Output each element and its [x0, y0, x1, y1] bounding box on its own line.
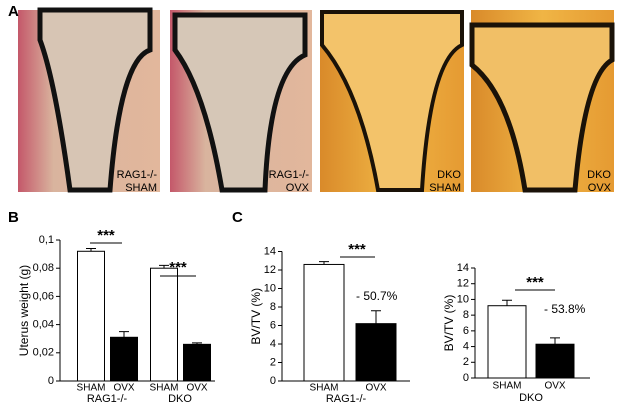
y-tick-label: 4 [270, 338, 276, 350]
annotation: - 50.7% [356, 289, 398, 303]
x-tick-label: SHAM [150, 383, 179, 394]
bar [183, 343, 211, 382]
bar [110, 336, 138, 382]
group-label: RAG1-/- [326, 393, 367, 405]
y-tick-label: 8 [463, 309, 469, 321]
panel-label: B [8, 209, 19, 226]
y-tick-label: 12 [457, 278, 469, 290]
x-tick-label: OVX [365, 383, 386, 394]
image-label: OVX [588, 182, 612, 194]
panel-label: A [8, 3, 19, 20]
x-tick-label: OVX [186, 383, 207, 394]
error-bar [371, 310, 381, 324]
bar [487, 305, 527, 379]
micrographs [18, 7, 615, 193]
significance: *** [169, 259, 187, 276]
bar [150, 267, 178, 382]
bone-shape [320, 10, 464, 192]
error-bar [550, 337, 560, 345]
group-label: DKO [519, 392, 543, 404]
bar [355, 323, 397, 382]
x-tick-label: OVX [544, 381, 565, 392]
bone-shape [469, 22, 615, 193]
y-tick-label: 2 [463, 356, 469, 368]
y-tick-label: 8 [270, 301, 276, 313]
y-tick-label: 6 [463, 325, 469, 337]
y-tick-label: 4 [463, 340, 469, 352]
y-tick-label: 0,02 [33, 347, 54, 359]
error-bar [502, 299, 512, 306]
image-label: RAG1-/- [117, 169, 158, 181]
image-label: SHAM [429, 182, 461, 194]
y-tick-label: 10 [457, 293, 469, 305]
y-axis-label: BV/TV (%) [442, 295, 456, 352]
y-tick-label: 14 [457, 262, 469, 274]
y-tick-label: 12 [264, 264, 276, 276]
y-tick-label: 0,08 [33, 262, 54, 274]
y-axis-label: BV/TV (%) [249, 288, 263, 345]
group-label: RAG1-/- [87, 393, 128, 405]
significance: *** [348, 241, 366, 258]
bone-shape [172, 12, 308, 193]
image-label: SHAM [125, 182, 157, 194]
error-bar [86, 247, 96, 252]
y-tick-label: 0,04 [33, 319, 54, 331]
bar [535, 343, 575, 379]
error-bar [159, 264, 169, 269]
panel-label: C [232, 209, 243, 226]
y-tick-label: 6 [270, 319, 276, 331]
image-label: RAG1-/- [269, 169, 310, 181]
bar [303, 263, 345, 382]
image-label: DKO [437, 169, 461, 181]
bar [77, 250, 105, 382]
y-tick-label: 10 [264, 282, 276, 294]
y-tick-label: 14 [264, 245, 276, 257]
error-bar [192, 342, 202, 345]
significance: *** [97, 227, 115, 244]
error-bar [119, 331, 129, 338]
y-tick-label: 0,06 [33, 290, 54, 302]
x-tick-label: SHAM [310, 383, 339, 394]
y-tick-label: 0,1 [39, 234, 54, 246]
y-tick-label: 2 [270, 356, 276, 368]
significance: *** [526, 274, 544, 291]
bone-shape [37, 7, 153, 193]
image-label: DKO [587, 169, 611, 181]
annotation: - 53.8% [544, 302, 586, 316]
y-tick-label: 0 [270, 375, 276, 387]
y-tick-label: 0 [463, 372, 469, 384]
y-axis-label: Uterus weight (g) [17, 265, 31, 356]
error-bar [319, 261, 329, 265]
x-tick-label: SHAM [493, 381, 522, 392]
x-tick-label: OVX [113, 383, 134, 394]
x-tick-label: SHAM [77, 383, 106, 394]
y-tick-label: 0 [48, 375, 54, 387]
image-label: OVX [286, 182, 310, 194]
group-label: DKO [168, 393, 192, 405]
